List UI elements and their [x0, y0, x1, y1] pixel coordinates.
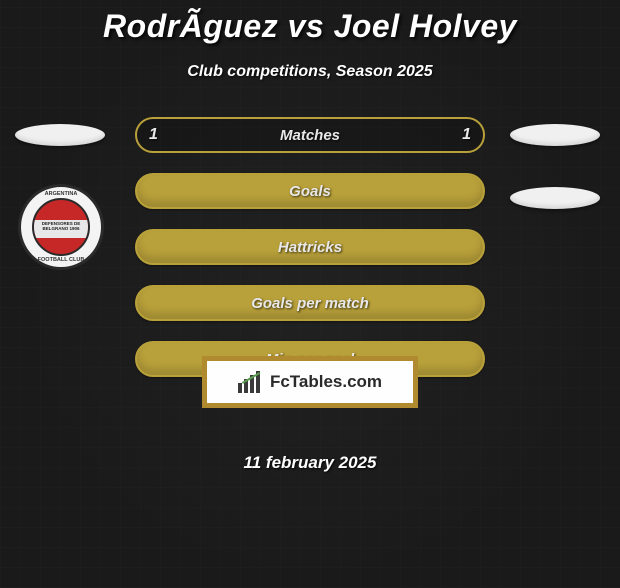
logo-text: FcTables.com: [270, 372, 382, 392]
stat-pill: Goals per match: [135, 285, 485, 321]
stat-label: Goals: [289, 183, 331, 200]
stat-row-matches: 1 Matches 1: [0, 117, 620, 163]
placeholder-ellipse-right: [510, 187, 600, 209]
stat-value-left: 1: [149, 126, 158, 144]
placeholder-ellipse-left: [15, 124, 105, 146]
badge-inner: DEFENSORES DE BELGRANO 1906: [32, 198, 90, 256]
stat-pill: Hattricks: [135, 229, 485, 265]
stat-label: Matches: [280, 127, 340, 144]
stat-pill: 1 Matches 1: [135, 117, 485, 153]
stat-label: Goals per match: [251, 295, 369, 312]
subtitle: Club competitions, Season 2025: [0, 63, 620, 81]
page-title: RodrÃ­guez vs Joel Holvey: [0, 8, 620, 45]
stat-row-gpm: Goals per match: [0, 285, 620, 331]
stat-pill: Goals: [135, 173, 485, 209]
badge-outer-ring: ARGENTINA DEFENSORES DE BELGRANO 1906 FO…: [18, 184, 104, 270]
fctables-logo: FcTables.com: [202, 356, 418, 408]
date-label: 11 february 2025: [0, 453, 620, 473]
badge-text-top: ARGENTINA: [21, 191, 101, 197]
logo-chart-icon: [238, 371, 264, 393]
badge-text-bottom: FOOTBALL CLUB: [21, 257, 101, 263]
stat-value-right: 1: [462, 126, 471, 144]
stat-label: Hattricks: [278, 239, 342, 256]
badge-inner-text: DEFENSORES DE BELGRANO 1906: [34, 222, 88, 232]
placeholder-ellipse-right: [510, 124, 600, 146]
club-badge: ARGENTINA DEFENSORES DE BELGRANO 1906 FO…: [18, 184, 104, 270]
